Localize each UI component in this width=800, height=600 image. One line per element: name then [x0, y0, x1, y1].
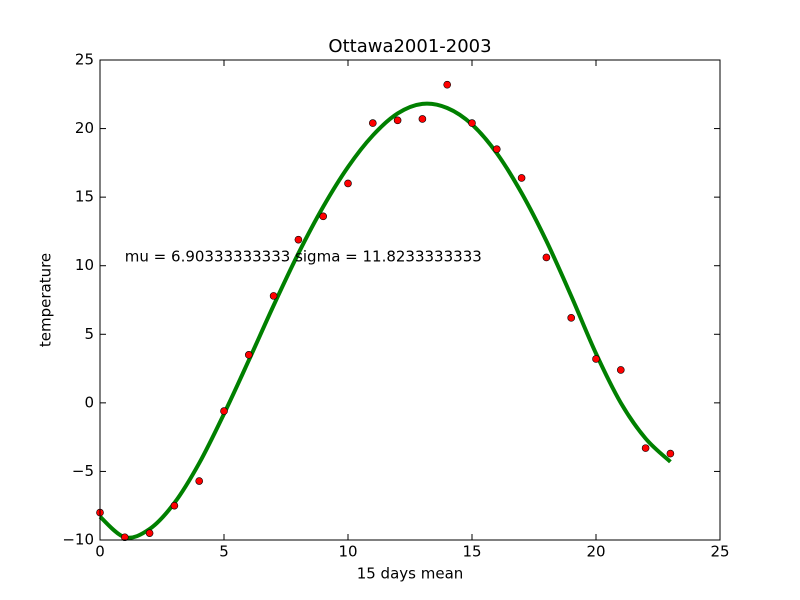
data-point [567, 314, 576, 322]
data-point [170, 501, 179, 510]
plot-frame [99, 59, 721, 541]
data-point [121, 533, 129, 542]
y-tick-label: 20 [75, 119, 94, 137]
x-axis-label: 15 days mean [357, 565, 464, 583]
y-tick-label: 10 [75, 256, 94, 274]
y-axis-label: temperature [37, 253, 55, 347]
data-point [145, 529, 154, 537]
data-point [443, 80, 452, 89]
data-point [319, 212, 328, 221]
data-point [195, 477, 203, 485]
y-tick-label: −10 [62, 531, 94, 549]
data-point [517, 174, 526, 182]
data-point [542, 253, 551, 262]
x-tick-label: 5 [219, 543, 229, 561]
x-tick-label: 0 [95, 543, 105, 561]
y-tick-label: 5 [84, 325, 94, 343]
annotation: mu = 6.90333333333 sigma = 11.8233333333 [125, 247, 482, 265]
chart-title: Ottawa2001-2003 [328, 36, 491, 57]
data-point [468, 119, 476, 127]
y-tick-label: 0 [84, 393, 94, 411]
data-point [220, 407, 228, 415]
data-point [492, 145, 501, 153]
x-tick-label: 10 [338, 543, 357, 561]
data-point [418, 115, 427, 123]
data-point [666, 449, 675, 458]
y-tick-label: −5 [72, 462, 94, 480]
data-point [641, 444, 650, 452]
y-tick-label: 15 [75, 188, 94, 206]
x-tick-label: 20 [586, 543, 605, 561]
data-point [393, 116, 402, 125]
fit-line [98, 101, 672, 540]
data-point [245, 351, 253, 359]
data-point [592, 355, 600, 363]
data-point [269, 292, 278, 300]
data-point [616, 366, 625, 374]
x-tick-label: 25 [710, 543, 729, 561]
x-tick-label: 15 [462, 543, 481, 561]
data-point [344, 179, 352, 188]
data-point [368, 119, 377, 127]
y-tick-label: 25 [75, 51, 94, 69]
data-point [294, 235, 303, 244]
